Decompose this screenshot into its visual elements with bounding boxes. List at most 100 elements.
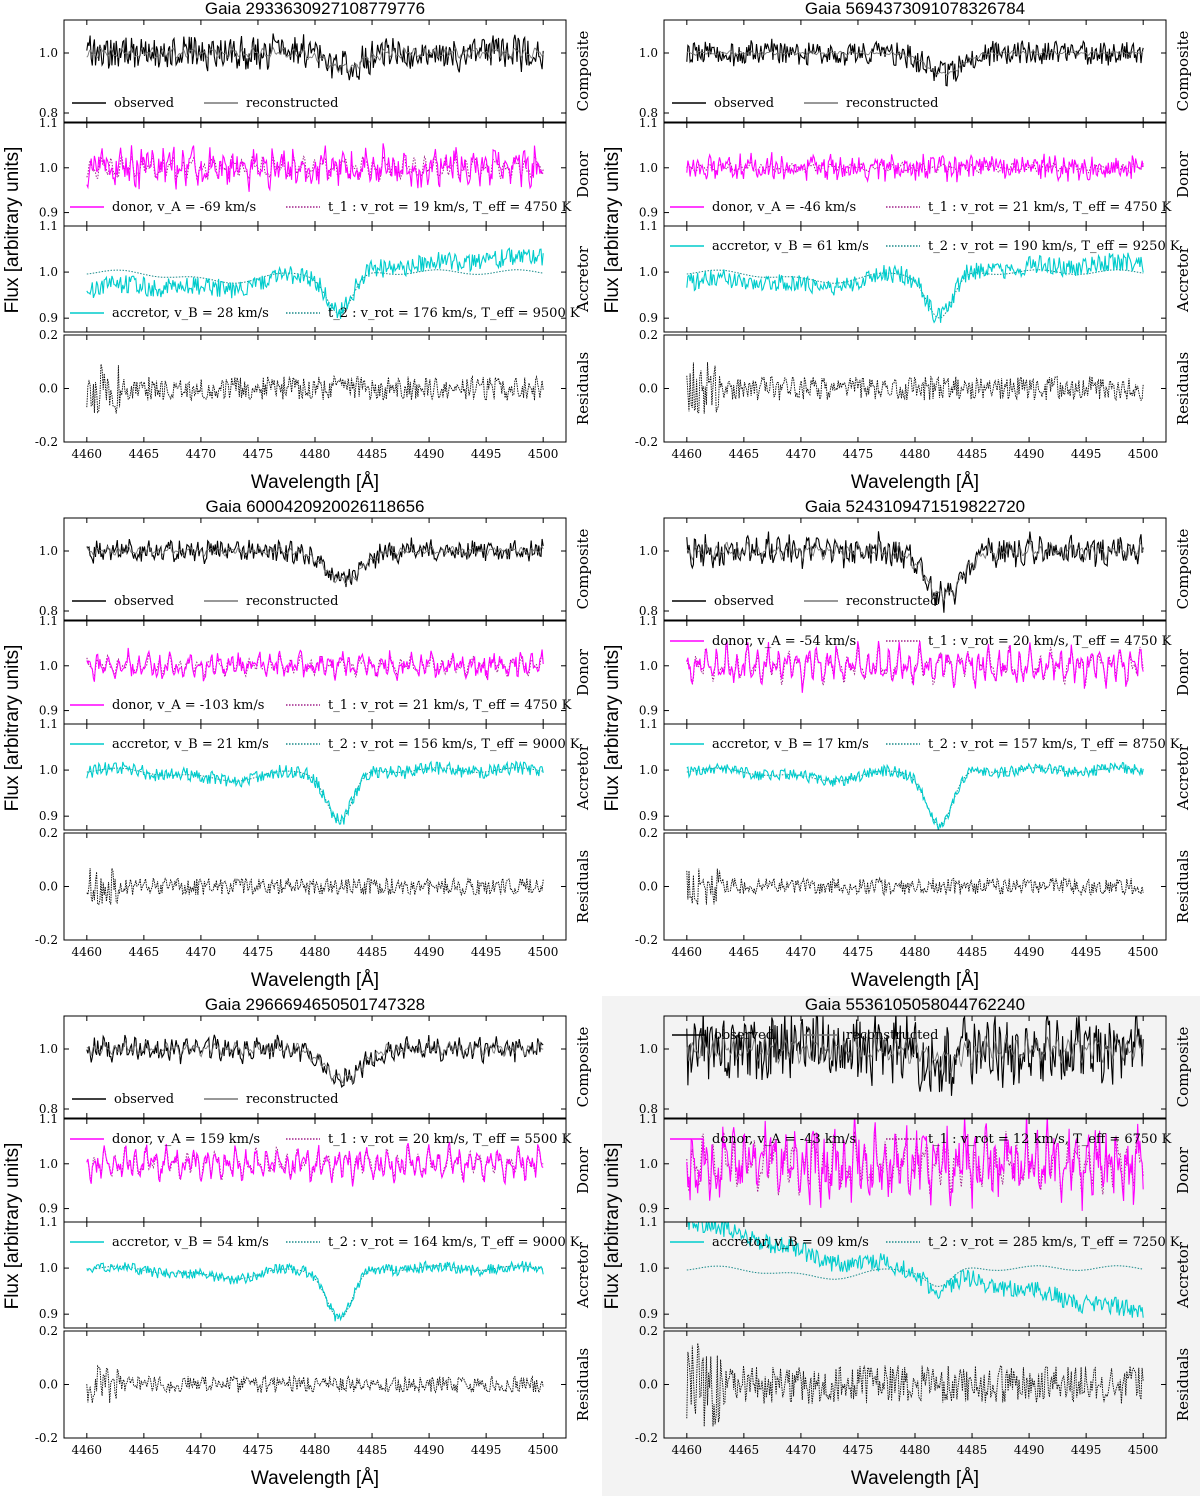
- x-tick-label: 4485: [957, 945, 988, 959]
- accretor-template-line: [86, 269, 544, 314]
- y-tick-label: 0.0: [39, 1378, 58, 1392]
- reconstructed-spectrum-line: [86, 545, 544, 584]
- x-tick-label: 4475: [843, 945, 874, 959]
- legend-reconstructed-label: reconstructed: [846, 96, 938, 111]
- row-label-residuals: Residuals: [1174, 850, 1192, 923]
- row-label-composite: Composite: [1174, 1026, 1192, 1107]
- x-tick-label: 4495: [1071, 1443, 1102, 1457]
- row-label-composite: Composite: [574, 30, 592, 111]
- y-tick-label: -0.2: [35, 435, 58, 449]
- observed-spectrum-line: [686, 531, 1144, 613]
- panel-accretor: 0.9 1.0 1.1 Accretor accretor, v_B = 54 km/s…: [39, 1215, 592, 1329]
- accretor-spectrum-line: [86, 760, 544, 825]
- chart-3: Gaia 6000420920026118656 0.8 1.0 Composite o…: [2, 497, 592, 991]
- y-tick-label: 0.9: [39, 206, 58, 220]
- y-tick-label: 0.8: [39, 1102, 58, 1116]
- observed-spectrum-line: [86, 1034, 544, 1088]
- legend-observed-label: observed: [114, 1092, 174, 1107]
- donor-spectrum-line: [86, 647, 544, 682]
- row-label-accretor: Accretor: [1174, 245, 1192, 313]
- row-label-composite: Composite: [1174, 528, 1192, 609]
- panel-composite: 0.8 1.0 Composite observed reconstructed: [39, 1015, 592, 1119]
- x-tick-label: 4460: [672, 945, 703, 959]
- row-label-donor: Donor: [574, 648, 592, 696]
- y-tick-label: 0.2: [639, 826, 658, 840]
- legend-accretor-template-label: t_2 : v_rot = 190 km/s, T_eff = 9250 K: [928, 239, 1180, 254]
- y-tick-label: 1.1: [39, 116, 58, 130]
- x-tick-label: 4475: [243, 1443, 274, 1457]
- row-label-accretor: Accretor: [1174, 1241, 1192, 1309]
- y-tick-label: 0.0: [639, 880, 658, 894]
- y-tick-label: 0.9: [639, 809, 658, 823]
- panel-donor: 0.9 1.0 1.1 Donor donor, v_A = -43 km/s t_1 :…: [639, 1112, 1192, 1223]
- y-tick-label: 1.0: [639, 544, 658, 558]
- x-tick-label: 4465: [729, 1443, 760, 1457]
- x-tick-label: 4465: [129, 447, 160, 461]
- y-axis-label: Flux [arbitrary units]: [2, 1143, 23, 1310]
- y-tick-label: 1.0: [639, 659, 658, 673]
- y-tick-label: 1.1: [639, 717, 658, 731]
- x-tick-label: 4470: [786, 945, 817, 959]
- panel-residuals: 0.2 0.0 -0.2 Residuals: [35, 328, 592, 449]
- row-label-accretor: Accretor: [574, 743, 592, 811]
- row-label-composite: Composite: [1174, 30, 1192, 111]
- y-tick-label: 1.1: [39, 1215, 58, 1229]
- row-label-donor: Donor: [574, 1146, 592, 1194]
- x-tick-label: 4500: [528, 447, 559, 461]
- x-tick-label: 4460: [72, 1443, 103, 1457]
- legend-donor-template-label: t_1 : v_rot = 19 km/s, T_eff = 4750 K: [328, 200, 572, 215]
- legend-donor-label: donor, v_A = -69 km/s: [112, 200, 256, 215]
- panel-donor: 0.9 1.0 1.1 Donor donor, v_A = -103 km/s t_1 …: [39, 614, 592, 725]
- row-label-accretor: Accretor: [574, 1241, 592, 1309]
- donor-spectrum-line: [686, 152, 1144, 183]
- x-tick-label: 4495: [1071, 447, 1102, 461]
- legend-observed-label: observed: [714, 1028, 774, 1043]
- y-tick-label: 0.8: [639, 1102, 658, 1116]
- donor-template-line: [86, 154, 544, 182]
- x-tick-label: 4465: [129, 1443, 160, 1457]
- x-tick-label: 4495: [471, 945, 502, 959]
- row-label-donor: Donor: [1174, 1146, 1192, 1194]
- x-tick-label: 4480: [300, 945, 331, 959]
- row-label-donor: Donor: [1174, 648, 1192, 696]
- legend-observed-label: observed: [114, 594, 174, 609]
- y-tick-label: 0.9: [39, 1307, 58, 1321]
- y-tick-label: 1.0: [639, 1157, 658, 1171]
- legend-donor-template-label: t_1 : v_rot = 20 km/s, T_eff = 5500 K: [328, 1132, 572, 1147]
- panel-donor: 0.9 1.0 1.1 Donor donor, v_A = -54 km/s t_1 :…: [639, 614, 1192, 725]
- y-tick-label: 1.0: [39, 1261, 58, 1275]
- legend-accretor-template-label: t_2 : v_rot = 176 km/s, T_eff = 9500 K: [328, 306, 580, 321]
- x-tick-label: 4485: [357, 945, 388, 959]
- y-tick-label: 1.1: [639, 116, 658, 130]
- y-tick-label: -0.2: [635, 1431, 658, 1445]
- accretor-spectrum-line: [686, 252, 1144, 324]
- y-tick-label: 1.1: [639, 1215, 658, 1229]
- reconstructed-spectrum-line: [86, 1040, 544, 1085]
- chart-title: Gaia 2933630927108779776: [205, 0, 425, 18]
- donor-spectrum-line: [86, 143, 544, 192]
- legend-observed-label: observed: [714, 96, 774, 111]
- highlight-background: [602, 996, 1200, 1496]
- x-tick-label: 4495: [1071, 945, 1102, 959]
- y-tick-label: 1.0: [39, 1157, 58, 1171]
- y-tick-label: 0.8: [39, 604, 58, 618]
- observed-spectrum-line: [86, 537, 544, 588]
- y-tick-label: 0.2: [39, 328, 58, 342]
- chart-title: Gaia 5694373091078326784: [805, 0, 1025, 18]
- residuals-line: [686, 868, 1144, 905]
- x-tick-label: 4470: [186, 447, 217, 461]
- donor-template-line: [686, 1131, 1144, 1196]
- y-tick-label: 0.9: [39, 809, 58, 823]
- y-tick-label: 0.2: [39, 826, 58, 840]
- x-tick-label: 4470: [186, 1443, 217, 1457]
- legend-donor-label: donor, v_A = -46 km/s: [712, 200, 856, 215]
- legend-observed-label: observed: [114, 96, 174, 111]
- legend-reconstructed-label: reconstructed: [846, 1028, 938, 1043]
- y-tick-label: 0.9: [39, 311, 58, 325]
- y-tick-label: 1.0: [39, 659, 58, 673]
- chart-title: Gaia 5243109471519822720: [805, 497, 1025, 516]
- row-label-residuals: Residuals: [574, 850, 592, 923]
- x-tick-label: 4500: [1128, 447, 1159, 461]
- chart-title: Gaia 2966694650501747328: [205, 995, 425, 1014]
- x-tick-label: 4480: [900, 1443, 931, 1457]
